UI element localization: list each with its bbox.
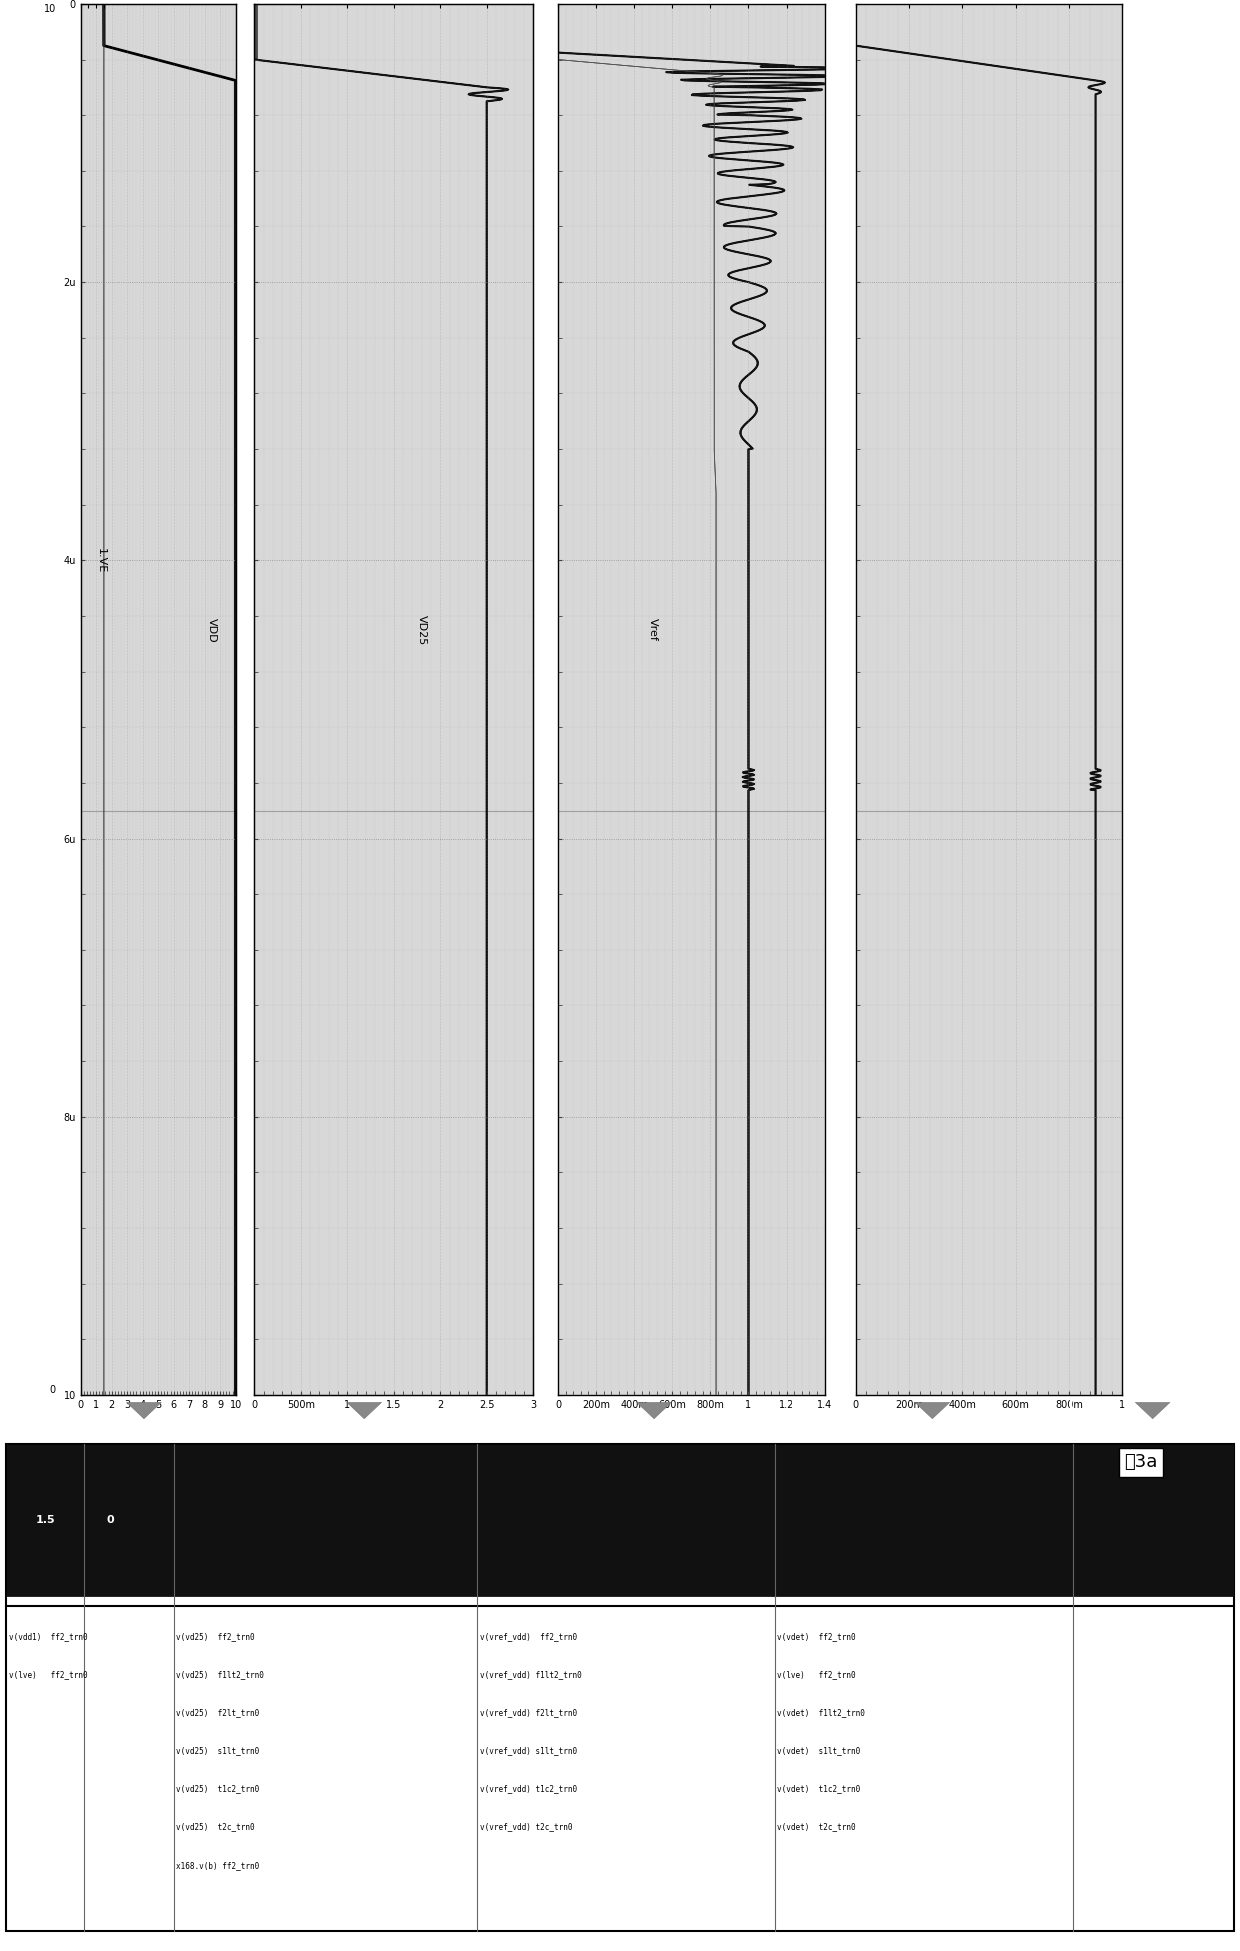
- Text: v(lve)   ff2_trn0: v(lve) ff2_trn0: [9, 1670, 87, 1680]
- Text: v(vdet)  t1c2_trn0: v(vdet) t1c2_trn0: [777, 1785, 861, 1793]
- Polygon shape: [1136, 1403, 1171, 1418]
- Text: VD25: VD25: [417, 615, 427, 646]
- Text: v(vref_vdd) t1c2_trn0: v(vref_vdd) t1c2_trn0: [480, 1785, 577, 1793]
- Text: Vref: Vref: [649, 618, 658, 642]
- Text: v(vref_vdd)  ff2_trn0: v(vref_vdd) ff2_trn0: [480, 1633, 577, 1641]
- Text: v(vd25)  f1lt2_trn0: v(vd25) f1lt2_trn0: [176, 1670, 264, 1680]
- Text: 图3a: 图3a: [1125, 1453, 1157, 1471]
- Text: x168.v(b) ff2_trn0: x168.v(b) ff2_trn0: [176, 1861, 259, 1869]
- Text: 1.VE: 1.VE: [95, 548, 105, 574]
- Polygon shape: [126, 1403, 161, 1418]
- Text: v(lve)   ff2_trn0: v(lve) ff2_trn0: [777, 1670, 856, 1680]
- Polygon shape: [347, 1403, 382, 1418]
- Text: v(vd25)  t2c_trn0: v(vd25) t2c_trn0: [176, 1822, 254, 1832]
- Text: v(vd25)  s1lt_trn0: v(vd25) s1lt_trn0: [176, 1746, 259, 1756]
- Text: v(vdet)  ff2_trn0: v(vdet) ff2_trn0: [777, 1633, 856, 1641]
- Text: 10: 10: [43, 4, 56, 14]
- Text: v(vd25)  ff2_trn0: v(vd25) ff2_trn0: [176, 1633, 254, 1641]
- Text: v(vdd1)  ff2_trn0: v(vdd1) ff2_trn0: [9, 1633, 87, 1641]
- Text: v(vd25)  f2lt_trn0: v(vd25) f2lt_trn0: [176, 1709, 259, 1717]
- Text: v(vref_vdd) t2c_trn0: v(vref_vdd) t2c_trn0: [480, 1822, 573, 1832]
- Text: VDD: VDD: [207, 618, 217, 642]
- Text: v(vref_vdd) s1lt_trn0: v(vref_vdd) s1lt_trn0: [480, 1746, 577, 1756]
- Text: v(vdet)  f1lt2_trn0: v(vdet) f1lt2_trn0: [777, 1709, 866, 1717]
- Text: v(vref_vdd) f1lt2_trn0: v(vref_vdd) f1lt2_trn0: [480, 1670, 582, 1680]
- Text: v(vdet)  t2c_trn0: v(vdet) t2c_trn0: [777, 1822, 856, 1832]
- Text: v(vdet)  s1lt_trn0: v(vdet) s1lt_trn0: [777, 1746, 861, 1756]
- Text: 0: 0: [50, 1385, 56, 1395]
- Polygon shape: [915, 1403, 950, 1418]
- Text: 1.5: 1.5: [36, 1516, 56, 1526]
- Text: 0: 0: [107, 1516, 114, 1526]
- Bar: [6, 1444, 1234, 1596]
- Polygon shape: [636, 1403, 672, 1418]
- Text: v(vref_vdd) f2lt_trn0: v(vref_vdd) f2lt_trn0: [480, 1709, 577, 1717]
- Text: v(vd25)  t1c2_trn0: v(vd25) t1c2_trn0: [176, 1785, 259, 1793]
